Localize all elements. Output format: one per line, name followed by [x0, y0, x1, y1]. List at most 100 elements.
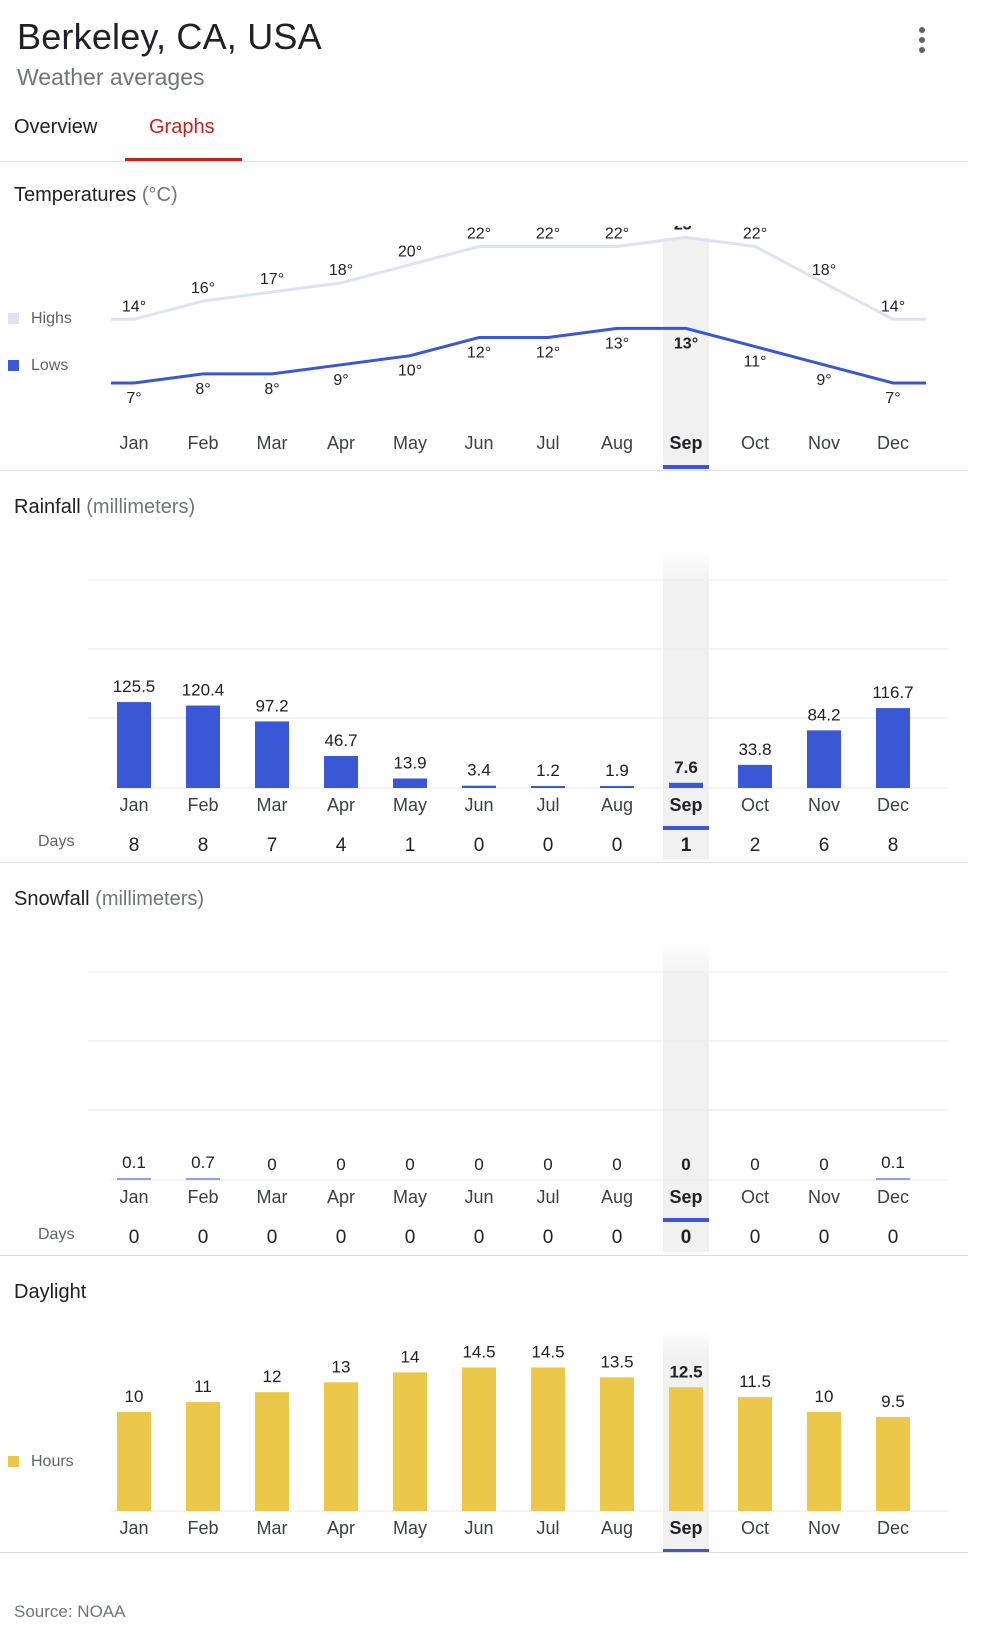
- month-label-dec: Dec: [877, 1187, 909, 1207]
- selected-month-underline: [663, 1549, 709, 1552]
- rainfall-days-sep: 1: [681, 835, 692, 856]
- month-label-apr: Apr: [327, 1518, 355, 1538]
- highs-value-apr: 18°: [329, 262, 353, 279]
- month-label-mar: Mar: [257, 1187, 288, 1207]
- rainfall-bar-oct: [738, 764, 772, 788]
- snowfall-days-dec: 0: [888, 1227, 899, 1248]
- rainfall-days-oct: 2: [750, 835, 761, 856]
- rainfall-value-aug: 1.9: [605, 761, 629, 780]
- daylight-bar-jan: [117, 1412, 151, 1511]
- tab-graphs[interactable]: Graphs: [149, 116, 215, 138]
- snowfall-days-sep: 0: [681, 1227, 692, 1248]
- month-label-mar: Mar: [257, 795, 288, 815]
- rainfall-value-apr: 46.7: [324, 731, 357, 750]
- highs-value-oct: 22°: [743, 226, 767, 243]
- tab-overview[interactable]: Overview: [14, 116, 98, 138]
- highs-value-mar: 17°: [260, 271, 284, 288]
- snowfall-bar-jan: [117, 1178, 151, 1180]
- month-label-may: May: [393, 1518, 427, 1538]
- daylight-value-oct: 11.5: [739, 1372, 771, 1391]
- hours-swatch: [8, 1456, 19, 1467]
- month-label-sep: Sep: [669, 1518, 702, 1538]
- selected-month-highlight: [663, 238, 709, 470]
- daylight-value-sep: 12.5: [669, 1362, 702, 1381]
- snowfall-value-apr: 0: [336, 1155, 345, 1174]
- snowfall-bar-dec: [876, 1178, 910, 1180]
- lows-value-may: 10°: [398, 363, 422, 380]
- rainfall-value-dec: 116.7: [872, 683, 913, 702]
- rainfall-bar-jul: [531, 786, 565, 788]
- selected-month-underline: [663, 1218, 709, 1222]
- legend-lows: Lows: [8, 357, 68, 375]
- lows-value-apr: 9°: [333, 372, 348, 389]
- month-label-jan: Jan: [119, 795, 148, 815]
- month-label-aug: Aug: [601, 1518, 633, 1538]
- month-label-feb: Feb: [187, 433, 218, 453]
- daylight-value-jun: 14.5: [462, 1342, 495, 1361]
- lows-value-jun: 12°: [467, 345, 491, 362]
- month-label-sep: Sep: [669, 433, 702, 453]
- month-label-jul: Jul: [536, 1518, 559, 1538]
- month-label-oct: Oct: [741, 795, 769, 815]
- legend-hours-label: Hours: [31, 1453, 74, 1470]
- daylight-value-jan: 10: [125, 1387, 144, 1406]
- highs-value-feb: 16°: [191, 280, 215, 297]
- lows-line: [111, 326, 926, 385]
- month-label-mar: Mar: [257, 1518, 288, 1538]
- month-label-feb: Feb: [187, 795, 218, 815]
- snowfall-value-feb: 0.7: [191, 1153, 215, 1172]
- lows-value-oct: 11°: [743, 354, 766, 371]
- month-label-aug: Aug: [601, 433, 633, 453]
- rainfall-bar-dec: [876, 708, 910, 788]
- daylight-value-dec: 9.5: [881, 1392, 905, 1411]
- rainfall-days-feb: 8: [198, 835, 209, 856]
- lows-value-nov: 9°: [816, 372, 831, 389]
- highs-value-jun: 22°: [467, 226, 491, 243]
- temperature-section-title: Temperatures (°C): [14, 184, 178, 207]
- rainfall-value-jul: 1.2: [536, 761, 560, 780]
- legend-hours: Hours: [8, 1453, 74, 1471]
- highs-value-sep: 23°: [674, 226, 698, 233]
- daylight-value-apr: 13: [332, 1357, 351, 1376]
- daylight-bar-mar: [255, 1392, 289, 1511]
- divider: [0, 1255, 968, 1256]
- daylight-bar-feb: [186, 1402, 220, 1511]
- snowfall-chart: 0.1 0.7 0 0 0 0 0 0 0 0 0 0.1 Jan Feb Mar Apr May Jun Jul A…: [88, 942, 948, 1252]
- month-label-nov: Nov: [808, 795, 840, 815]
- legend-lows-label: Lows: [31, 357, 69, 374]
- month-label-jun: Jun: [464, 433, 493, 453]
- snowfall-value-oct: 0: [750, 1155, 759, 1174]
- rainfall-bar-jun: [462, 785, 496, 788]
- rainfall-bar-may: [393, 778, 427, 788]
- highs-value-jan: 14°: [122, 298, 146, 315]
- highs-line: [111, 235, 926, 321]
- rainfall-chart: 125.5 120.497.246.713.9 3.4 1.2 1.9 7.633.884…: [88, 550, 948, 860]
- daylight-bar-sep: [669, 1387, 703, 1511]
- daylight-bar-jun: [462, 1367, 496, 1511]
- month-label-may: May: [393, 1187, 427, 1207]
- source-note: Source: NOAA: [14, 1602, 126, 1621]
- month-label-jul: Jul: [536, 1187, 559, 1207]
- month-label-apr: Apr: [327, 433, 355, 453]
- snowfall-unit: (millimeters): [95, 888, 205, 910]
- snowfall-days-oct: 0: [750, 1227, 761, 1248]
- month-label-feb: Feb: [187, 1187, 218, 1207]
- lows-value-jul: 12°: [536, 345, 560, 362]
- rainfall-days-nov: 6: [819, 835, 830, 856]
- lows-swatch: [8, 360, 19, 371]
- month-label-sep: Sep: [669, 795, 702, 815]
- highs-value-may: 20°: [398, 244, 422, 261]
- rainfall-value-oct: 33.8: [738, 740, 771, 759]
- month-label-feb: Feb: [187, 1518, 218, 1538]
- month-label-oct: Oct: [741, 433, 769, 453]
- snowfall-days-apr: 0: [336, 1227, 347, 1248]
- month-label-dec: Dec: [877, 433, 909, 453]
- month-label-may: May: [393, 795, 427, 815]
- daylight-bar-oct: [738, 1397, 772, 1511]
- snowfall-value-aug: 0: [612, 1155, 621, 1174]
- daylight-value-may: 14: [401, 1347, 420, 1366]
- daylight-value-jul: 14.5: [531, 1342, 564, 1361]
- more-options-icon[interactable]: [912, 24, 932, 60]
- snowfall-value-mar: 0: [267, 1155, 276, 1174]
- lows-value-mar: 8°: [264, 381, 279, 398]
